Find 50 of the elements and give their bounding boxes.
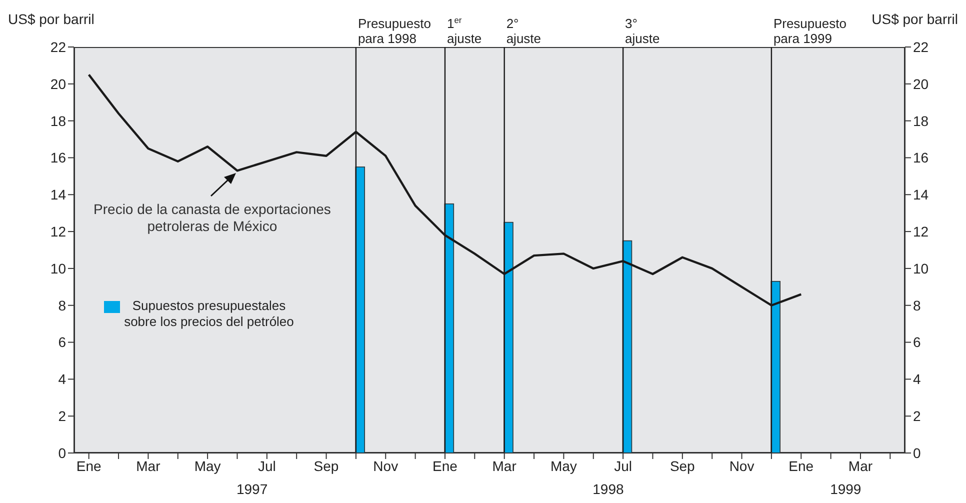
y-tick-label: 16 [50, 150, 66, 166]
y2-tick-label: 4 [913, 371, 921, 388]
x-tick-label: Jul [258, 458, 276, 474]
x-tick-label: Ene [432, 458, 458, 474]
y2-tick-label: 20 [913, 76, 929, 92]
y-tick-label: 4 [58, 371, 66, 388]
ref-line-label: Presupuesto para 1998 [358, 16, 431, 46]
x-tick-label: Nov [729, 458, 754, 474]
x-tick-label: Sep [314, 458, 339, 474]
x-tick-label: Ene [76, 458, 102, 474]
y2-tick-label: 14 [913, 186, 929, 203]
ref-line-label: Presupuesto para 1999 [773, 16, 846, 46]
y-tick-label: 2 [58, 408, 66, 424]
x-tick-label: Sep [670, 458, 696, 474]
y2-tick-label: 10 [913, 260, 929, 276]
x-tick-label: Jul [614, 458, 632, 474]
y2-tick-label: 2 [913, 408, 921, 424]
x-tick-label: Mar [492, 458, 517, 474]
y-tick-label: 10 [50, 260, 66, 276]
x-tick-label: Ene [788, 458, 814, 474]
y-tick-label: 18 [50, 112, 66, 129]
y2-tick-label: 18 [913, 112, 929, 129]
y-tick-label: 8 [58, 297, 66, 314]
y-tick-label: 6 [58, 334, 66, 350]
x-tick-label: Mar [136, 458, 161, 474]
ref-line-label: 3° ajuste [625, 16, 660, 46]
x-tick-label: May [194, 458, 221, 474]
y2-tick-label: 16 [913, 150, 929, 166]
y2-tick-label: 6 [913, 334, 921, 350]
y-axis-title: US$ por barril [8, 11, 94, 27]
y-tick-label: 0 [58, 444, 66, 461]
y-tick-label: 14 [50, 186, 66, 203]
annotation: Precio de la canasta de exportaciones petroleras de México [94, 200, 331, 234]
y-tick-label: 20 [50, 76, 66, 92]
x-tick-label: May [550, 458, 577, 474]
y2-axis-title: US$ por barril [872, 11, 958, 27]
x-tick-label: Nov [373, 458, 398, 474]
y-tick-label: 12 [50, 224, 66, 240]
ref-line-label: 1$^{er}$ ajuste [446, 15, 482, 46]
y2-tick-label: 8 [913, 297, 921, 314]
text: 1999 [829, 481, 862, 497]
x-tick-label: Mar [848, 458, 873, 474]
text: 1997 [235, 481, 269, 497]
y2-tick-label: 12 [913, 224, 929, 240]
legend-label: Supuestos presupuestales sobre los precios del petróleo [124, 298, 294, 330]
y2-tick-label: 0 [913, 444, 921, 461]
y-tick-label: 22 [50, 38, 66, 55]
y2-tick-label: 22 [913, 38, 929, 55]
text: 1998 [592, 481, 625, 497]
ref-line-label: 2° ajuste [506, 16, 542, 46]
